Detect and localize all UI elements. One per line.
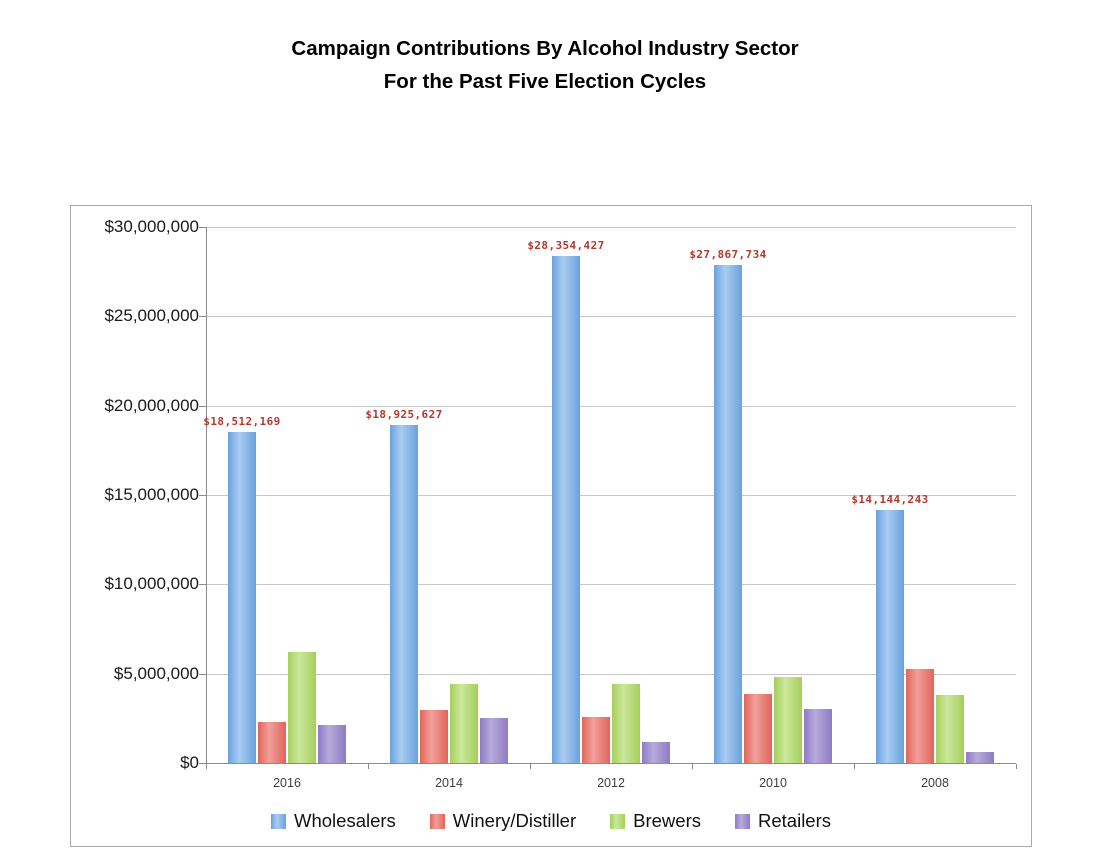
x-axis-tick bbox=[530, 764, 531, 769]
bar-brewers-2014 bbox=[450, 684, 478, 763]
legend-label: Wholesalers bbox=[294, 810, 396, 831]
gridline bbox=[207, 316, 1016, 318]
y-tick-label: $5,000,000 bbox=[113, 663, 199, 683]
x-axis-tick bbox=[368, 764, 369, 769]
value-label: $27,867,734 bbox=[689, 248, 767, 262]
y-axis-tick bbox=[199, 584, 206, 586]
bar-retailers-2010 bbox=[804, 709, 832, 763]
legend-item: Brewers bbox=[610, 810, 701, 832]
value-label: $28,354,427 bbox=[527, 239, 605, 253]
bar-winery-distiller-2016 bbox=[258, 721, 286, 763]
gridline bbox=[207, 673, 1016, 675]
chart-title-line1: Campaign Contributions By Alcohol Indust… bbox=[291, 37, 799, 60]
bar-winery-distiller-2008 bbox=[906, 669, 934, 763]
x-axis-line bbox=[206, 763, 1016, 764]
legend-swatch bbox=[271, 813, 286, 829]
bar-wholesalers-2008 bbox=[876, 510, 904, 763]
gridline bbox=[207, 405, 1016, 407]
y-axis-tick bbox=[199, 405, 206, 407]
bar-wholesalers-2014 bbox=[390, 424, 418, 763]
x-axis-tick bbox=[1016, 764, 1017, 769]
y-tick-label: $25,000,000 bbox=[104, 306, 199, 326]
x-axis-tick bbox=[692, 764, 693, 769]
y-tick-label: $15,000,000 bbox=[104, 485, 199, 504]
gridline bbox=[207, 227, 1016, 228]
bar-retailers-2008 bbox=[966, 752, 994, 763]
x-tick-label: 2010 bbox=[759, 776, 787, 790]
y-tick-label: $0 bbox=[180, 753, 199, 772]
bar-wholesalers-2012 bbox=[552, 256, 580, 763]
bar-brewers-2008 bbox=[936, 695, 964, 763]
x-axis-tick bbox=[206, 764, 207, 769]
bar-brewers-2010 bbox=[774, 677, 802, 763]
value-label: $14,144,243 bbox=[851, 493, 929, 507]
bar-winery-distiller-2014 bbox=[420, 710, 448, 763]
y-axis-tick bbox=[199, 673, 206, 675]
x-tick-label: 2014 bbox=[435, 776, 463, 790]
bar-wholesalers-2010 bbox=[714, 265, 742, 763]
legend-swatch bbox=[610, 813, 626, 829]
value-label: $18,925,627 bbox=[365, 407, 443, 421]
plot-area: $18,512,169 2016 $18,925,627 2014 $28,354,42… bbox=[199, 227, 1017, 790]
y-axis-tick bbox=[199, 763, 206, 764]
y-axis-tick bbox=[199, 316, 206, 318]
bar-winery-distiller-2010 bbox=[744, 694, 772, 763]
legend-label: Retailers bbox=[758, 810, 831, 831]
x-tick-label: 2016 bbox=[273, 776, 301, 790]
legend-label: Winery/Distiller bbox=[452, 810, 577, 831]
x-tick-label: 2012 bbox=[597, 776, 625, 790]
bar-winery-distiller-2012 bbox=[582, 716, 610, 763]
legend-swatch bbox=[429, 813, 445, 829]
bar-wholesalers-2016 bbox=[228, 432, 256, 763]
gridline bbox=[207, 584, 1016, 586]
legend-item: Retailers bbox=[735, 810, 831, 832]
legend-swatch bbox=[735, 813, 750, 829]
x-axis-tick bbox=[854, 764, 855, 769]
y-axis-tick bbox=[199, 227, 206, 228]
legend: Wholesalers Winery/Distiller Brewers Retail… bbox=[71, 810, 1031, 832]
bar-retailers-2012 bbox=[642, 741, 670, 763]
legend-label: Brewers bbox=[633, 810, 701, 831]
gridline bbox=[207, 495, 1016, 496]
bar-retailers-2016 bbox=[318, 725, 346, 763]
bar-brewers-2016 bbox=[288, 652, 316, 763]
value-label: $18,512,169 bbox=[203, 415, 281, 429]
y-tick-label: $30,000,000 bbox=[104, 217, 199, 236]
y-axis-tick bbox=[199, 495, 206, 496]
chart-frame: $18,512,169 2016 $18,925,627 2014 $28,354,42… bbox=[70, 205, 1032, 847]
chart-title-line2: For the Past Five Election Cycles bbox=[383, 70, 707, 93]
y-axis-line bbox=[206, 227, 207, 764]
bar-retailers-2014 bbox=[480, 718, 508, 763]
legend-item: Winery/Distiller bbox=[429, 810, 577, 832]
y-tick-label: $20,000,000 bbox=[104, 395, 199, 415]
x-tick-label: 2008 bbox=[921, 776, 949, 790]
legend-item: Wholesalers bbox=[271, 810, 396, 832]
bar-brewers-2012 bbox=[612, 683, 640, 763]
chart-title: Campaign Contributions By Alcohol Indust… bbox=[0, 32, 1090, 98]
y-tick-label: $10,000,000 bbox=[104, 574, 199, 594]
